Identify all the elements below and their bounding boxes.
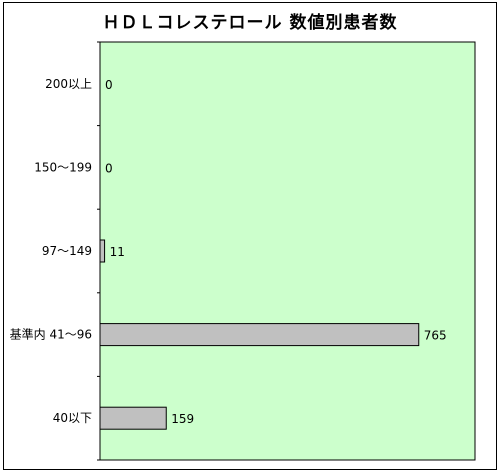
- data-label: 765: [424, 329, 447, 343]
- data-label: 11: [110, 245, 125, 259]
- plot-area: [99, 41, 476, 461]
- bar: [99, 323, 420, 347]
- category-label: 200以上: [45, 77, 92, 91]
- data-label: 159: [171, 412, 194, 426]
- bar: [99, 239, 106, 263]
- category-label: 97〜149: [42, 244, 92, 258]
- bar: [99, 406, 167, 430]
- category-label: 基準内 41〜96: [10, 327, 92, 342]
- chart-title: ＨＤＬコレステロール 数値別患者数: [102, 13, 398, 33]
- data-label: 0: [105, 78, 113, 92]
- category-label: 40以下: [53, 411, 92, 425]
- data-label: 0: [105, 161, 113, 175]
- category-label: 150〜199: [34, 160, 92, 174]
